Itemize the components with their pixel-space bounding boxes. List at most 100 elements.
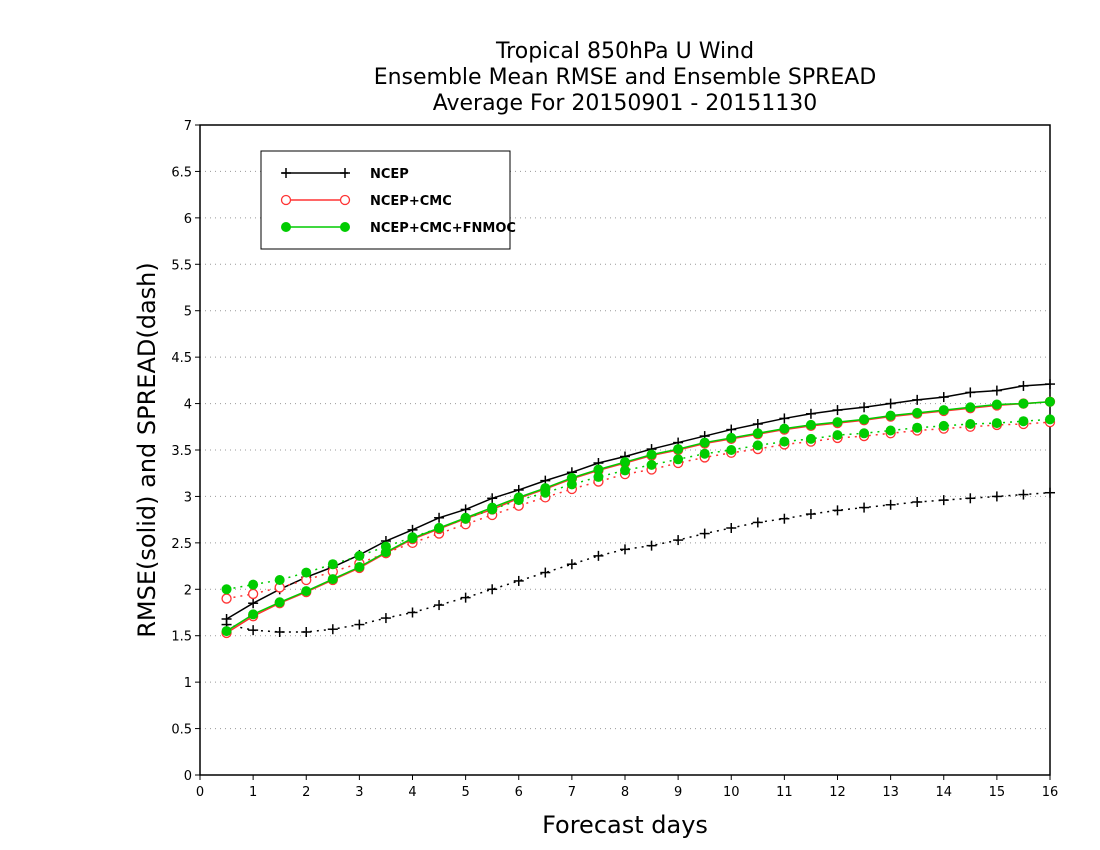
plus-marker (726, 424, 737, 435)
filled-circle-marker (540, 483, 551, 494)
filled-circle-marker (699, 448, 710, 459)
open-circle-marker (247, 588, 259, 600)
filled-circle-marker (274, 597, 285, 608)
x-tick-label: 10 (723, 785, 740, 800)
y-tick-label: 4.5 (171, 351, 192, 366)
legend-label-ncep: NCEP (370, 167, 409, 182)
plus-marker (938, 392, 949, 403)
filled-circle-marker (885, 410, 896, 421)
plus-marker (1045, 487, 1055, 498)
plus-marker (832, 405, 843, 416)
plus-marker (1045, 379, 1055, 390)
plus-marker (859, 402, 870, 413)
plus-marker (340, 168, 350, 178)
plus-marker (991, 491, 1002, 502)
filled-circle-marker (460, 512, 471, 523)
filled-circle-marker (301, 586, 312, 597)
plus-marker (327, 624, 338, 635)
open-circle-marker (280, 194, 292, 206)
filled-circle-marker (938, 405, 949, 416)
series-ncep-cmc-fnmoc (221, 396, 1055, 637)
plus-marker (885, 398, 896, 409)
plus-marker (274, 627, 285, 637)
y-tick-label: 0 (184, 769, 192, 784)
plus-marker (885, 499, 896, 510)
filled-circle-marker (991, 399, 1002, 410)
rmse-line (226, 400, 1051, 634)
filled-circle-marker (281, 222, 291, 232)
plus-marker (434, 512, 445, 523)
y-tick-label: 5 (184, 305, 192, 320)
filled-circle-marker (620, 457, 630, 468)
filled-circle-marker (912, 407, 923, 418)
plus-marker (779, 513, 790, 524)
plus-marker (221, 614, 232, 624)
x-tick-label: 12 (829, 785, 846, 800)
x-tick-label: 9 (674, 785, 682, 800)
y-tick-label: 2.5 (171, 537, 192, 552)
plus-marker (460, 504, 471, 515)
y-tick-label: 5.5 (171, 258, 192, 273)
y-tick-label: 6 (184, 212, 192, 227)
legend-label-ncep-cmc-fnmoc: NCEP+CMC+FNMOC (370, 221, 516, 236)
plus-marker (434, 600, 445, 611)
filled-circle-marker (912, 422, 923, 433)
x-tick-label: 1 (249, 785, 257, 800)
x-tick-label: 13 (882, 785, 899, 800)
filled-circle-marker (1018, 398, 1029, 409)
y-tick-label: 7 (184, 119, 192, 134)
plus-marker (380, 613, 391, 624)
filled-circle-marker (859, 428, 870, 439)
spread-line (226, 491, 1051, 633)
filled-circle-marker (646, 449, 657, 460)
plus-marker (673, 535, 684, 546)
filled-circle-marker (221, 626, 232, 637)
y-tick-label: 3 (184, 490, 192, 505)
plus-marker (832, 505, 843, 516)
plus-marker (1018, 489, 1029, 500)
filled-circle-marker (673, 454, 684, 465)
filled-circle-marker (991, 418, 1002, 429)
filled-circle-marker (354, 562, 365, 572)
x-tick-label: 14 (935, 785, 952, 800)
x-axis-title: Forecast days (542, 811, 708, 839)
filled-circle-marker (327, 559, 338, 570)
y-tick-label: 0.5 (171, 723, 192, 738)
x-tick-label: 8 (621, 785, 629, 800)
plus-marker (912, 497, 923, 507)
filled-circle-marker (752, 440, 763, 451)
filled-circle-marker (779, 423, 790, 434)
plus-marker (1018, 380, 1029, 391)
series-ncep (221, 379, 1055, 637)
filled-circle-marker (726, 432, 737, 443)
filled-circle-marker (221, 584, 232, 595)
plus-marker (965, 387, 976, 398)
plus-marker (281, 168, 291, 178)
filled-circle-marker (248, 609, 259, 620)
x-tick-label: 4 (408, 785, 416, 800)
plus-marker (752, 419, 763, 429)
y-tick-label: 6.5 (171, 165, 192, 180)
plus-marker (779, 413, 790, 424)
filled-circle-marker (673, 444, 684, 455)
plus-marker (487, 493, 498, 504)
filled-circle-marker (965, 419, 976, 429)
x-tick-label: 7 (568, 785, 576, 800)
filled-circle-marker (274, 575, 285, 585)
plus-marker (726, 523, 737, 533)
plus-marker (407, 607, 418, 618)
plus-marker (805, 408, 816, 419)
filled-circle-marker (938, 420, 949, 431)
filled-circle-marker (593, 464, 604, 475)
chart-title-line-2: Ensemble Mean RMSE and Ensemble SPREAD (374, 65, 877, 90)
legend: NCEP NCEP+CMC NCEP+CMC+FNMOC (260, 150, 516, 250)
plus-marker (593, 550, 604, 561)
filled-circle-marker (593, 471, 604, 482)
plus-marker (859, 502, 870, 513)
spread-line (226, 418, 1051, 591)
open-circle-marker (339, 194, 351, 206)
open-circle-marker (221, 593, 232, 604)
x-tick-label: 0 (196, 785, 204, 800)
plus-marker (620, 544, 630, 555)
